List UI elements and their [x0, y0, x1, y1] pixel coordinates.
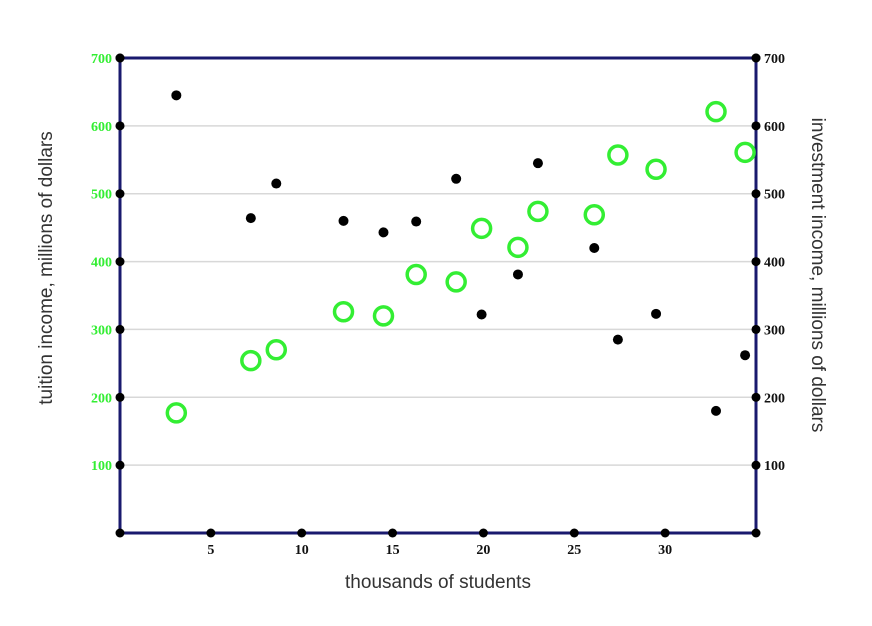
x-axis-label: thousands of students [345, 572, 531, 593]
left-tick-dot [115, 189, 125, 199]
tuition-point [265, 339, 288, 361]
left-tick-label: 100 [91, 459, 112, 474]
left-tick-dot [115, 324, 125, 334]
x-tick-label: 5 [207, 543, 214, 558]
investment-point [171, 90, 182, 101]
tuition-point [165, 402, 188, 424]
left-tick-dot [115, 257, 125, 267]
right-tick-label: 500 [764, 188, 785, 203]
right-tick-dot [751, 460, 761, 470]
right-tick-dot [751, 392, 761, 402]
investment-point [532, 158, 543, 169]
tuition-point [645, 158, 667, 181]
x-tick-label: 20 [476, 543, 490, 558]
tuition-point [705, 100, 727, 123]
tuition-point [332, 301, 355, 323]
left-tick-label: 200 [91, 391, 112, 406]
left-tick-label: 700 [91, 52, 112, 67]
investment-point [451, 173, 462, 184]
right-tick-label: 200 [764, 391, 785, 406]
left-tick-dot [115, 53, 125, 63]
tuition-point [445, 271, 467, 293]
left-tick-dot [115, 392, 125, 402]
right-tick-dot [751, 257, 761, 267]
tuition-point [607, 144, 629, 166]
x-tick-label: 10 [295, 543, 309, 558]
tuition-point [240, 349, 262, 372]
tuition-point [372, 305, 395, 327]
left-tick-label: 300 [91, 323, 112, 338]
right-tick-label: 400 [764, 256, 785, 271]
investment-point [512, 269, 523, 280]
data-points [165, 90, 756, 424]
x-tick-label: 30 [658, 543, 672, 558]
investment-point [338, 215, 349, 226]
x-tick-dot [478, 528, 488, 538]
investment-point [245, 213, 256, 224]
axis-ticks: 100 200 300 400 500 600 700 100 200 300 400 500 600 7… [91, 52, 785, 558]
right-tick-label: 300 [764, 323, 785, 338]
left-tick-label: 400 [91, 256, 112, 271]
left-tick-label: 500 [91, 188, 112, 203]
grid-lines [120, 125, 756, 466]
tuition-point [507, 236, 529, 259]
left-tick-dot [115, 460, 125, 470]
x-tick-label: 15 [386, 543, 400, 558]
x-tick-dot [388, 528, 398, 538]
x-tick-dot [297, 528, 307, 538]
axis-corner-dot [115, 528, 125, 538]
right-tick-dot [751, 324, 761, 334]
tuition-point [734, 141, 756, 164]
investment-point [740, 350, 751, 361]
investment-point [651, 308, 662, 319]
right-tick-label: 100 [764, 459, 785, 474]
axis-corner-dot [751, 528, 761, 538]
investment-point [271, 178, 282, 189]
investment-point [411, 216, 422, 227]
investment-point [589, 243, 600, 253]
x-tick-label: 25 [567, 543, 581, 558]
right-tick-label: 700 [764, 52, 785, 67]
right-tick-label: 600 [764, 120, 785, 135]
investment-point [476, 309, 487, 320]
left-tick-label: 600 [91, 120, 112, 135]
x-tick-dot [206, 528, 216, 538]
right-tick-dot [751, 121, 761, 131]
tuition-point [583, 204, 606, 226]
tuition-point [470, 217, 493, 240]
right-y-axis-label: investment income, millions of dollars [807, 118, 828, 433]
x-tick-dot [660, 528, 670, 538]
left-tick-dot [115, 121, 125, 131]
right-tick-dot [751, 189, 761, 199]
tuition-point [527, 200, 549, 223]
investment-point [612, 334, 623, 345]
investment-point [378, 227, 389, 238]
x-tick-dot [569, 528, 579, 538]
investment-point [711, 405, 722, 416]
left-y-axis-label: tuition income, millions of dollars [36, 131, 57, 405]
tuition-point [405, 263, 427, 286]
right-tick-dot [751, 53, 761, 63]
plot-frame [118, 56, 758, 535]
